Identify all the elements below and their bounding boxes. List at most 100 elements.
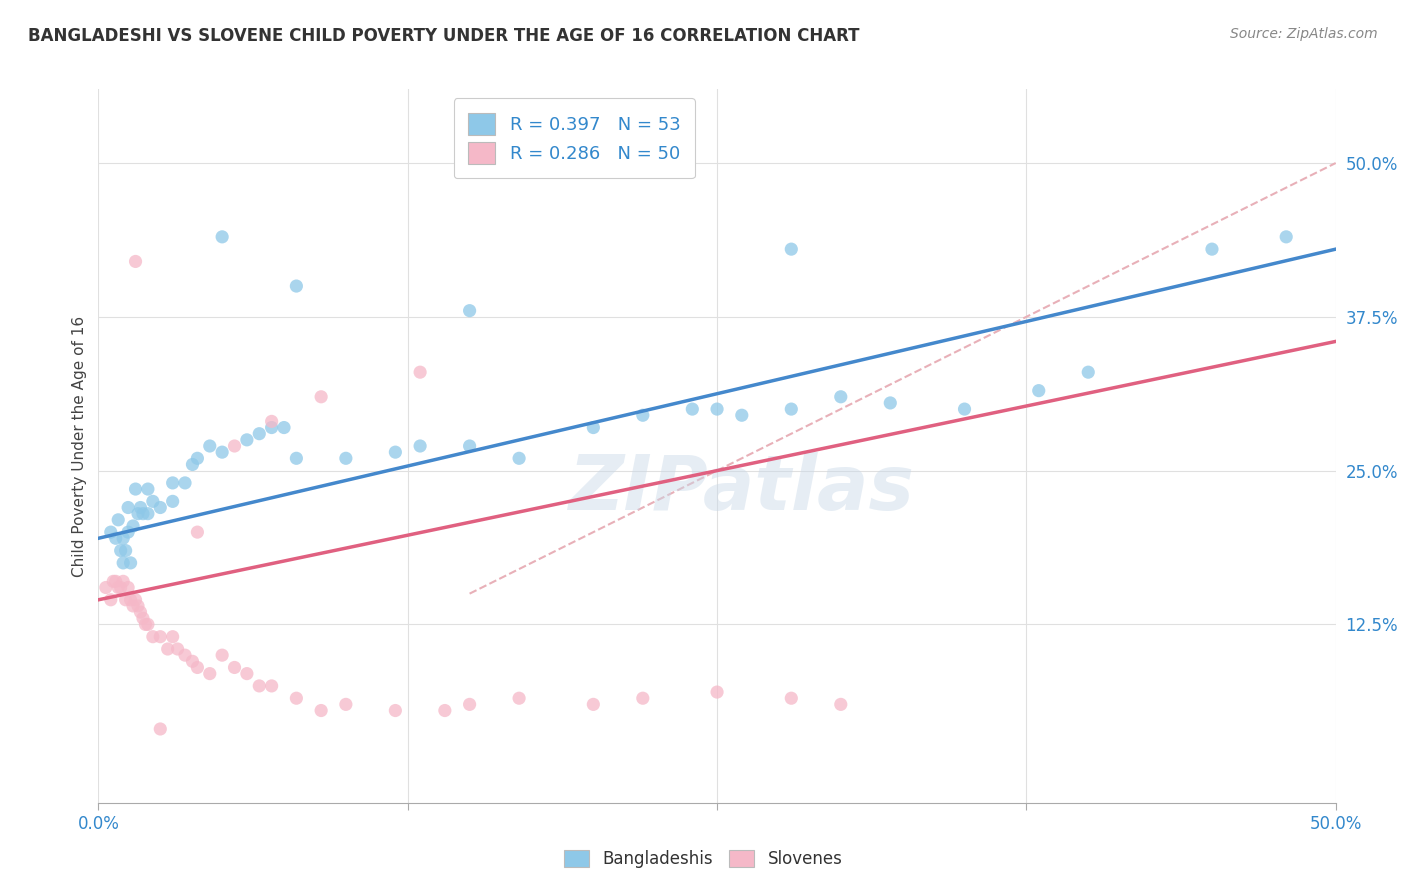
Point <box>186 660 208 674</box>
Point <box>162 630 184 644</box>
Point <box>458 303 481 318</box>
Point <box>120 556 142 570</box>
Point <box>309 390 332 404</box>
Point <box>285 451 308 466</box>
Point <box>830 698 852 712</box>
Point <box>124 592 146 607</box>
Point <box>142 630 165 644</box>
Point <box>830 390 852 404</box>
Point <box>149 500 172 515</box>
Point <box>335 698 357 712</box>
Legend: Bangladeshis, Slovenes: Bangladeshis, Slovenes <box>557 843 849 875</box>
Point <box>107 581 129 595</box>
Point <box>879 396 901 410</box>
Point <box>211 445 233 459</box>
Point <box>236 433 259 447</box>
Point <box>458 698 481 712</box>
Point <box>285 691 308 706</box>
Legend: R = 0.397   N = 53, R = 0.286   N = 50: R = 0.397 N = 53, R = 0.286 N = 50 <box>454 98 695 178</box>
Point <box>136 482 159 496</box>
Point <box>112 574 135 589</box>
Y-axis label: Child Poverty Under the Age of 16: Child Poverty Under the Age of 16 <box>72 316 87 576</box>
Point <box>731 409 754 423</box>
Point <box>780 691 803 706</box>
Point <box>134 617 156 632</box>
Point <box>508 451 530 466</box>
Point <box>120 592 142 607</box>
Point <box>186 525 208 540</box>
Point <box>136 507 159 521</box>
Point <box>112 531 135 545</box>
Point <box>166 642 188 657</box>
Point <box>124 254 146 268</box>
Point <box>100 592 122 607</box>
Point <box>149 722 172 736</box>
Point <box>224 439 246 453</box>
Point <box>1028 384 1050 398</box>
Point <box>114 592 136 607</box>
Point <box>117 500 139 515</box>
Point <box>132 507 155 521</box>
Point <box>198 439 221 453</box>
Point <box>409 365 432 379</box>
Point <box>247 426 270 441</box>
Point <box>129 605 152 619</box>
Point <box>211 648 233 662</box>
Point <box>110 581 132 595</box>
Point <box>162 475 184 490</box>
Point <box>103 574 125 589</box>
Point <box>582 420 605 434</box>
Point <box>136 617 159 632</box>
Point <box>1201 242 1223 256</box>
Point <box>132 611 155 625</box>
Point <box>409 439 432 453</box>
Point <box>112 556 135 570</box>
Point <box>236 666 259 681</box>
Point <box>117 525 139 540</box>
Text: BANGLADESHI VS SLOVENE CHILD POVERTY UNDER THE AGE OF 16 CORRELATION CHART: BANGLADESHI VS SLOVENE CHILD POVERTY UND… <box>28 27 859 45</box>
Point <box>156 642 179 657</box>
Point <box>181 654 204 668</box>
Point <box>94 581 117 595</box>
Point <box>285 279 308 293</box>
Point <box>953 402 976 417</box>
Point <box>122 519 145 533</box>
Point <box>107 513 129 527</box>
Point <box>631 691 654 706</box>
Point <box>247 679 270 693</box>
Text: ZIPatlas: ZIPatlas <box>569 452 915 525</box>
Point <box>100 525 122 540</box>
Point <box>780 242 803 256</box>
Point <box>124 482 146 496</box>
Point <box>260 414 283 428</box>
Point <box>631 409 654 423</box>
Point <box>142 494 165 508</box>
Point <box>706 402 728 417</box>
Point <box>198 666 221 681</box>
Point <box>104 574 127 589</box>
Point <box>122 599 145 613</box>
Point <box>162 494 184 508</box>
Point <box>181 458 204 472</box>
Point <box>458 439 481 453</box>
Point <box>681 402 703 417</box>
Point <box>174 475 197 490</box>
Point <box>117 581 139 595</box>
Point <box>780 402 803 417</box>
Point <box>1275 230 1298 244</box>
Point <box>706 685 728 699</box>
Point <box>335 451 357 466</box>
Point <box>211 230 233 244</box>
Point <box>149 630 172 644</box>
Text: Source: ZipAtlas.com: Source: ZipAtlas.com <box>1230 27 1378 41</box>
Point <box>433 704 456 718</box>
Point <box>224 660 246 674</box>
Point <box>1077 365 1099 379</box>
Point <box>384 445 406 459</box>
Point <box>273 420 295 434</box>
Point <box>260 679 283 693</box>
Point <box>309 704 332 718</box>
Point <box>260 420 283 434</box>
Point <box>582 698 605 712</box>
Point <box>104 531 127 545</box>
